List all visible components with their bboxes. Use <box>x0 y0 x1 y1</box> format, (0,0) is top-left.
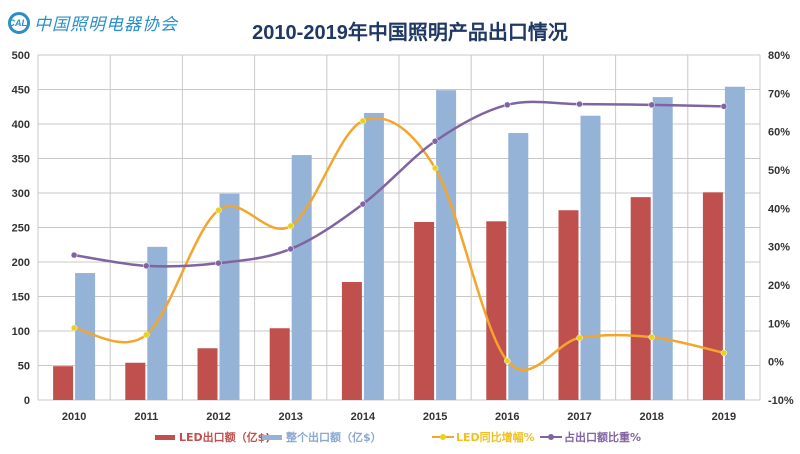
point-share <box>431 138 439 145</box>
bar-total <box>724 86 745 401</box>
y-left-tick-label: 250 <box>12 223 30 235</box>
legend-marker <box>440 434 446 440</box>
bar-total <box>75 273 96 400</box>
legend-label: LED出口额（亿$) <box>179 430 270 444</box>
logo-text: 中国照明电器协会 <box>34 15 178 35</box>
y-right-tick-label: -10% <box>768 395 794 407</box>
y-left-tick-label: 450 <box>12 85 30 97</box>
bar-led <box>125 362 146 400</box>
point-share <box>720 103 728 110</box>
point-share <box>215 259 222 267</box>
y-left-tick-label: 200 <box>12 257 30 269</box>
x-tick-label: 2018 <box>639 411 663 423</box>
logo-mark: CALI <box>8 11 30 34</box>
point-led-growth <box>504 357 511 365</box>
bar-led <box>341 282 362 400</box>
point-led-growth <box>143 331 150 339</box>
bar-total <box>291 155 312 400</box>
point-share <box>359 200 367 208</box>
x-tick-label: 2010 <box>62 411 86 423</box>
x-tick-label: 2015 <box>423 411 447 423</box>
legend-marker <box>548 434 554 440</box>
bar-led <box>414 221 435 400</box>
bar-led <box>53 366 74 400</box>
y-left-tick-label: 150 <box>12 292 30 304</box>
y-left-tick-label: 350 <box>12 154 30 166</box>
y-right-tick-label: 50% <box>768 165 790 177</box>
legend-swatch <box>155 435 175 440</box>
x-tick-label: 2019 <box>712 411 736 423</box>
y-right-tick-label: 40% <box>768 203 790 215</box>
bar-total <box>363 112 384 401</box>
y-left-tick-label: 100 <box>12 326 30 338</box>
logo: CALI 中国照明电器协会 <box>8 10 178 35</box>
bar-led <box>702 192 723 400</box>
y-left-tick-label: 300 <box>12 188 30 200</box>
y-right-tick-label: 0% <box>768 357 784 369</box>
bar-total <box>219 193 240 400</box>
point-share <box>287 245 294 253</box>
bar-total <box>436 90 457 400</box>
legend-label: LED同比增幅% <box>456 430 535 444</box>
x-tick-label: 2012 <box>206 411 230 423</box>
point-led-growth <box>648 333 655 341</box>
y-left-tick-label: 50 <box>18 361 30 373</box>
point-led-growth <box>720 349 728 357</box>
point-share <box>576 100 583 108</box>
bar-led <box>197 348 218 400</box>
chart-title: 2010-2019年中国照明产品出口情况 <box>252 22 568 44</box>
x-tick-label: 2013 <box>278 411 302 423</box>
y-left-tick-label: 400 <box>12 119 30 131</box>
bar-led <box>630 197 651 400</box>
y-right-tick-label: 80% <box>768 50 790 62</box>
x-tick-label: 2017 <box>567 411 591 423</box>
point-led-growth <box>287 222 294 230</box>
point-led-growth <box>576 334 583 342</box>
x-tick-label: 2016 <box>495 411 519 423</box>
legend-swatch <box>262 435 282 440</box>
x-tick-label: 2014 <box>351 411 376 423</box>
point-led-growth <box>70 324 78 332</box>
y-right-tick-label: 20% <box>768 280 790 292</box>
point-share <box>504 101 511 109</box>
legend-label: 占出口额比重% <box>564 430 641 444</box>
bar-led <box>486 221 507 400</box>
y-left-tick-label: 0 <box>24 395 30 407</box>
bar-total <box>580 115 601 400</box>
point-led-growth <box>359 117 367 125</box>
y-right-tick-label: 60% <box>768 127 790 139</box>
bar-led <box>558 210 579 400</box>
bar-total <box>508 132 529 400</box>
point-share <box>648 101 655 109</box>
y-right-tick-label: 30% <box>768 242 790 254</box>
x-tick-label: 2011 <box>134 411 158 423</box>
bar-total <box>652 97 673 400</box>
y-right-tick-label: 10% <box>768 318 790 330</box>
point-led-growth <box>215 207 222 214</box>
point-share <box>143 262 150 270</box>
bar-led <box>269 328 290 400</box>
point-led-growth <box>431 164 439 172</box>
line-led-growth <box>73 117 725 371</box>
y-right-tick-label: 70% <box>768 88 790 100</box>
y-left-tick-label: 500 <box>12 50 30 62</box>
point-share <box>70 251 78 259</box>
legend-label: 整个出口额（亿$） <box>285 430 382 444</box>
line-share <box>73 100 724 268</box>
